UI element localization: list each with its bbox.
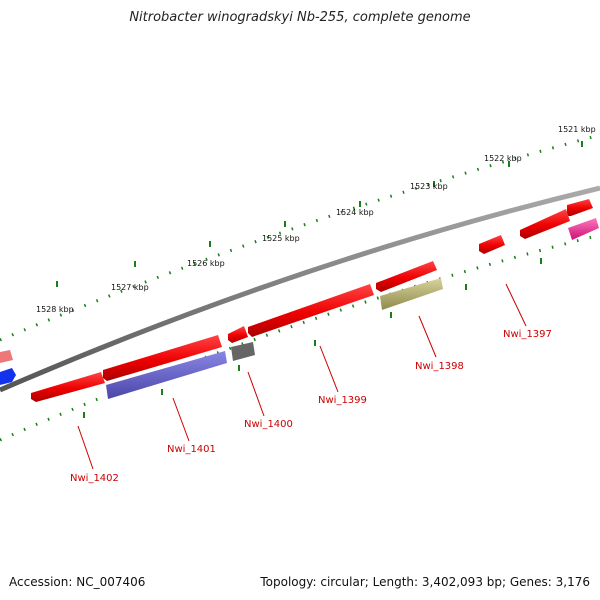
khaki-feature[interactable] [380,278,443,310]
major-tick [540,258,542,264]
gene-arrow-cds[interactable] [31,372,105,402]
major-tick [508,161,510,167]
major-tick [161,389,163,395]
major-tick [238,365,240,371]
topology-text: Topology: circular; Length: 3,402,093 bp… [260,575,590,589]
map-title: Nitrobacter winogradskyi Nb-255, complet… [129,10,471,25]
magenta-feature[interactable] [568,218,599,240]
tick-label: 1528 kbp [36,305,74,314]
tick-label: 1527 kbp [111,283,149,292]
gene-label[interactable]: Nwi_1401 [167,444,216,455]
accession-text: Accession: NC_007406 [9,575,146,589]
gene-arrow-blue[interactable] [0,368,16,385]
gene-label[interactable]: Nwi_1402 [70,473,119,484]
gene-arrow-cds[interactable] [520,209,570,239]
major-tick [83,412,85,418]
inner-scale-ruler [0,233,600,442]
major-tick [134,261,136,267]
outer-minor-ticks [0,133,600,342]
major-tick [209,241,211,247]
major-tick [284,221,286,227]
forward-strand-features [0,199,593,402]
gene-arrow-cds[interactable] [248,284,374,337]
gene-arrow-cds[interactable] [376,261,437,292]
gene-arrow-cds[interactable] [479,235,505,254]
reverse-strand-features [106,218,599,399]
gene-arrow-cds[interactable] [567,199,593,216]
major-tick [433,181,435,187]
tick-label: 1522 kbp [484,154,522,163]
major-tick [465,284,467,290]
gray-feature[interactable] [231,342,255,361]
tick-label: 1524 kbp [336,208,374,217]
tick-label: 1521 kbp [558,125,596,134]
genome-backbone [0,185,600,393]
gene-label[interactable]: Nwi_1399 [318,395,367,406]
leader-lines [77,283,527,470]
major-tick [314,340,316,346]
major-tick [581,141,583,147]
inner-minor-ticks [0,233,600,442]
gene-arrow-cds[interactable] [228,326,248,343]
tick-label: 1525 kbp [262,234,300,243]
tick-label: 1523 kbp [410,182,448,191]
tick-label: 1526 kbp [187,259,225,268]
gene-arrow-partial[interactable] [0,350,13,363]
gene-arrow-cds[interactable] [103,335,222,381]
major-tick [390,312,392,318]
gene-label[interactable]: Nwi_1400 [244,419,293,430]
outer-scale-ruler: 1521 kbp 1522 kbp 1523 kbp 1524 kbp 1525… [0,125,600,342]
major-tick [56,281,58,287]
major-tick [359,201,361,207]
blue-feature[interactable] [106,351,227,399]
gene-label[interactable]: Nwi_1397 [503,329,552,340]
gene-label[interactable]: Nwi_1398 [415,361,464,372]
